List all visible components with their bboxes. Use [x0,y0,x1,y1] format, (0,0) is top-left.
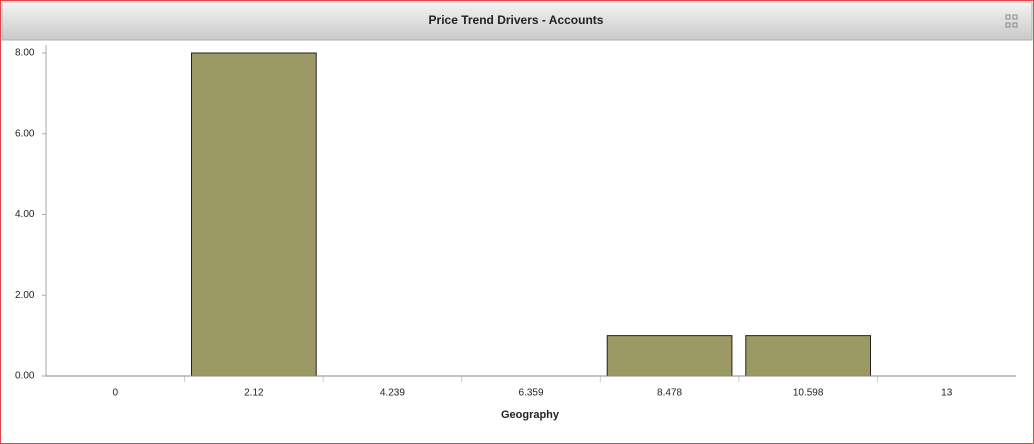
y-tick-label: 8.00 [15,48,35,59]
y-tick-label: 6.00 [15,128,35,139]
header-bar [1,1,1033,41]
y-tick-label: 4.00 [15,209,35,220]
expand-icon[interactable] [1005,14,1018,28]
x-tick-label: 13 [941,388,953,399]
x-tick-label: 10.598 [793,388,824,399]
x-tick-label: 4.239 [380,388,405,399]
bar [745,335,871,377]
x-tick-label: 6.359 [518,388,543,399]
x-tick-label: 8.478 [657,388,682,399]
x-tick-label: 2.12 [244,388,264,399]
x-axis-title: Geography [501,409,560,421]
x-tick-label: 0 [113,388,119,399]
chart-title: Price Trend Drivers - Accounts [429,13,604,27]
y-tick-label: 0.00 [15,371,35,382]
bar [606,335,733,377]
y-tick-label: 2.00 [15,290,35,301]
bar [191,52,317,377]
